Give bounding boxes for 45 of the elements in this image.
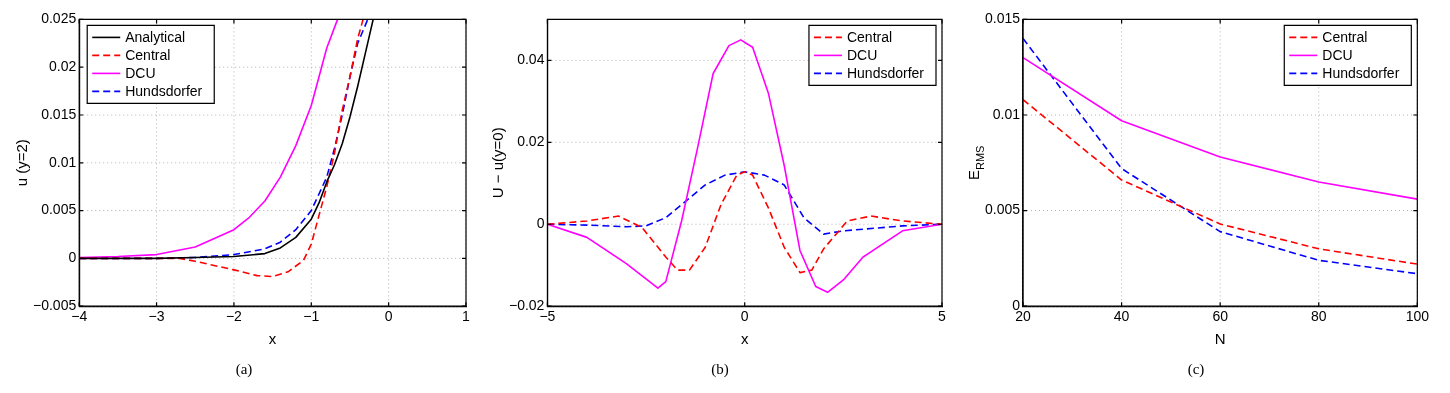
legend-label: DCU [846, 47, 878, 64]
y-tick-label: 0.01 [992, 105, 1021, 122]
text: (c) [1187, 361, 1205, 378]
y-axis-title: ERMS [965, 145, 986, 181]
x-tick-label: −1 [303, 308, 320, 325]
line-series [547, 171, 942, 274]
x-tick-label: −3 [148, 308, 165, 325]
y-axis-title: u (y=2) [13, 139, 30, 187]
x-tick-label: 5 [938, 308, 947, 325]
legend-label: Analytical [125, 29, 186, 46]
y-tick-label: 0.02 [517, 133, 545, 150]
legend-label: Hundsdorfer [125, 83, 203, 100]
y-tick-label: 0.015 [41, 105, 77, 122]
y-tick-label: 0.005 [984, 201, 1021, 218]
text: (b) [711, 361, 729, 378]
text: (a) [235, 361, 253, 378]
x-axis-title: x [268, 330, 277, 348]
x-tick-label: 60 [1212, 308, 1229, 325]
legend-label: Central [846, 29, 893, 46]
y-tick-label: 0.005 [41, 201, 77, 218]
x-tick-label: −2 [225, 308, 243, 325]
x-tick-label: 40 [1113, 308, 1130, 325]
y-tick-label: 0.01 [48, 153, 77, 170]
y-tick-label: 0 [536, 215, 545, 232]
y-tick-label: 0.04 [517, 51, 545, 68]
y-axis-title: U − u(y=0) [489, 127, 506, 199]
x-tick-label: 1 [462, 308, 471, 325]
line-series [1023, 98, 1418, 265]
legend-label: DCU [125, 65, 156, 82]
y-tick-label: 0 [68, 249, 77, 266]
legend-label: DCU [1322, 47, 1353, 64]
x-axis-title: x [740, 330, 749, 348]
y-tick-label: 0.025 [41, 10, 77, 27]
y-tick-label: −0.005 [32, 297, 77, 314]
x-axis-title: N [1214, 330, 1226, 348]
y-tick-label: 0.015 [984, 10, 1021, 27]
legend-label: Central [125, 47, 171, 64]
legend-label: Hundsdorfer [846, 65, 925, 82]
x-tick-label: 0 [384, 308, 393, 325]
legend-label: Central [1322, 29, 1368, 46]
y-tick-label: 0.02 [48, 58, 77, 75]
x-tick-label: 100 [1405, 308, 1430, 325]
x-tick-label: 80 [1310, 308, 1327, 325]
x-tick-label: 0 [740, 308, 749, 325]
legend-label: Hundsdorfer [1322, 65, 1400, 82]
